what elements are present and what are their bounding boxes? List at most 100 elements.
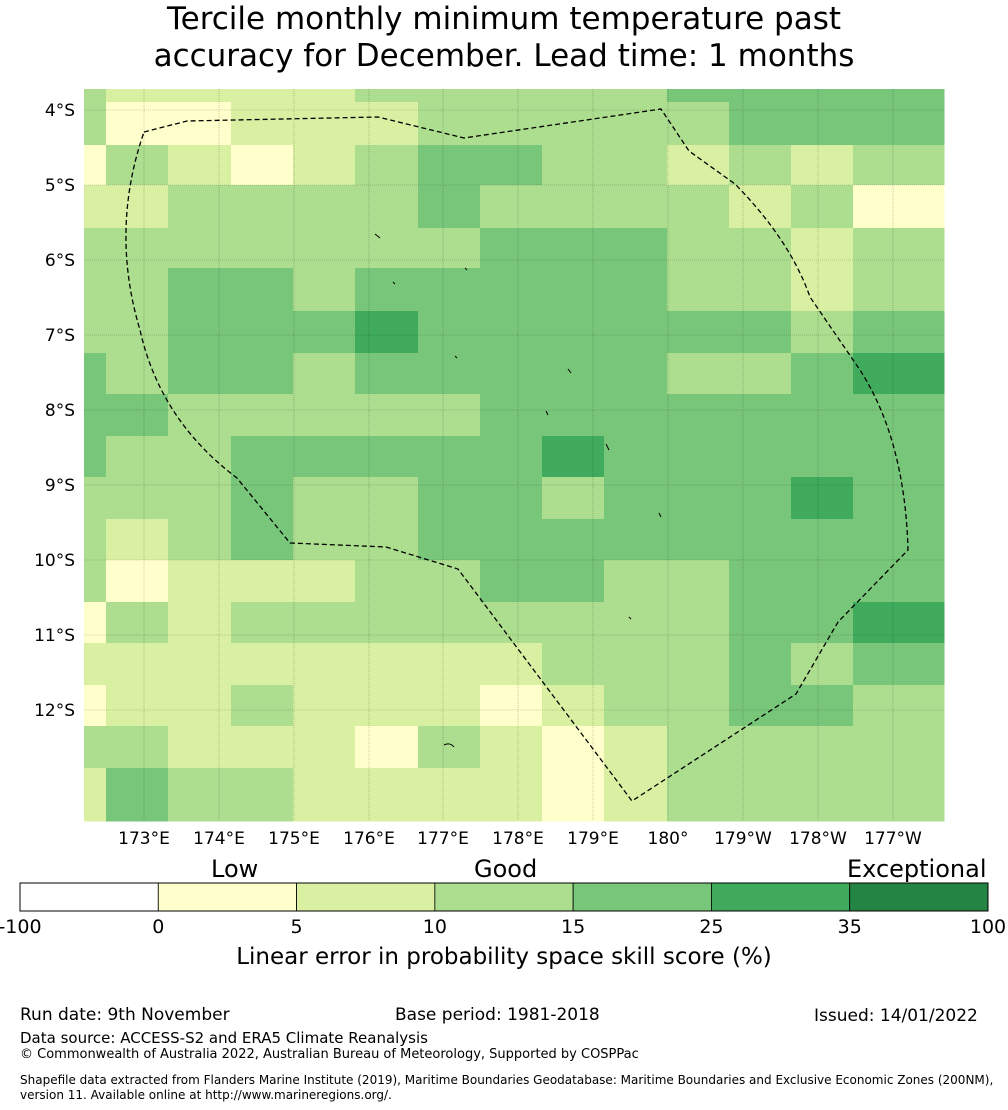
island (443, 743, 455, 748)
skill-cell (355, 560, 419, 603)
skill-cell (542, 185, 605, 229)
skill-cell (604, 768, 668, 810)
skill-cell (853, 394, 917, 437)
skill-cell (853, 436, 917, 478)
skill-cell (84, 726, 107, 769)
island (545, 410, 549, 416)
skill-cell (84, 102, 107, 146)
skill-cell (231, 726, 294, 769)
latitude-tick-label: 12°S (34, 701, 75, 721)
skill-cell (418, 768, 481, 810)
skill-cell (231, 353, 294, 395)
longitude-tick-label: 180° (648, 829, 689, 849)
skill-cell (729, 228, 792, 269)
skill-cell (791, 394, 854, 437)
skill-cell (231, 436, 294, 478)
skill-cell (84, 477, 107, 520)
skill-cell (231, 768, 294, 810)
skill-cell (293, 602, 356, 644)
skill-cell (853, 185, 917, 229)
skill-cell (729, 685, 792, 727)
skill-cell (667, 228, 730, 269)
skill-cell (168, 353, 232, 395)
island (374, 233, 381, 239)
skill-cell (293, 560, 356, 603)
skill-cell (480, 726, 543, 769)
colorbar-segment (711, 882, 851, 912)
skill-cell (168, 643, 232, 686)
skill-cell (355, 268, 419, 312)
skill-cell (168, 809, 232, 822)
skill-cell (106, 519, 169, 561)
skill-cell (84, 685, 107, 727)
colorbar-tick-label: 10 (423, 916, 447, 938)
eez-boundary (125, 108, 909, 802)
skill-cell (667, 519, 730, 561)
skill-cell (853, 228, 917, 269)
skill-cell (604, 89, 668, 103)
skill-cell (418, 436, 481, 478)
skill-cell (293, 726, 356, 769)
longitude-tick-label: 178°E (492, 829, 544, 849)
map-gridlines (84, 89, 944, 821)
skill-cell (667, 477, 730, 520)
skill-cell (355, 145, 419, 186)
skill-cell (480, 228, 543, 269)
skill-cell (84, 560, 107, 603)
skill-cell (84, 268, 107, 312)
skill-cell (355, 809, 419, 822)
skill-cell (791, 436, 854, 478)
island (392, 281, 396, 285)
skill-cell (853, 685, 917, 727)
skill-cell (480, 353, 543, 395)
skill-cell (853, 768, 917, 810)
longitude-tick-label: 174°E (193, 829, 245, 849)
skill-cell (293, 643, 356, 686)
skill-cell (106, 809, 169, 822)
skill-cell (168, 726, 232, 769)
skill-cell (418, 685, 481, 727)
skill-cell (542, 768, 605, 810)
skill-cell (355, 228, 419, 269)
latitude-tick-label: 9°S (45, 476, 75, 496)
skill-cell (355, 311, 419, 354)
skill-cell (480, 602, 543, 644)
skill-cell (480, 102, 543, 146)
skill-cell (853, 89, 917, 103)
skill-cell (106, 145, 169, 186)
skill-cell (480, 185, 543, 229)
legend-category-exceptional: Exceptional (847, 855, 987, 883)
shapefile-credit-line1: Shapefile data extracted from Flanders M… (20, 1073, 994, 1087)
skill-cell (84, 809, 107, 822)
skill-cell (853, 519, 917, 561)
skill-cell (418, 519, 481, 561)
latitude-tick-label: 11°S (34, 626, 75, 646)
skill-cell (293, 519, 356, 561)
skill-cell (168, 268, 232, 312)
colorbar-tick-label: 0 (152, 916, 164, 938)
colorbar-label: Linear error in probability space skill … (236, 944, 772, 970)
skill-cell (604, 726, 668, 769)
skill-cell (480, 268, 543, 312)
latitude-tick-label: 6°S (45, 251, 75, 271)
skill-cell (106, 102, 169, 146)
skill-cell (667, 353, 730, 395)
skill-cell (293, 477, 356, 520)
latitude-tick-label: 10°S (34, 551, 75, 571)
skill-cell (231, 685, 294, 727)
skill-cell (231, 643, 294, 686)
skill-cell (853, 602, 917, 644)
skill-cell (729, 602, 792, 644)
skill-cell (168, 185, 232, 229)
skill-cell (168, 311, 232, 354)
skill-cell (604, 560, 668, 603)
skill-cell (84, 768, 107, 810)
skill-cell (84, 185, 107, 229)
skill-cell (853, 353, 917, 395)
skill-cell (791, 643, 854, 686)
skill-cell (916, 560, 945, 603)
skill-cell (791, 102, 854, 146)
skill-cell (791, 185, 854, 229)
skill-cell (355, 353, 419, 395)
latitude-labels: 4°S 5°S 6°S 7°S 8°S 9°S 10°S 11°S 12°S (34, 101, 75, 721)
